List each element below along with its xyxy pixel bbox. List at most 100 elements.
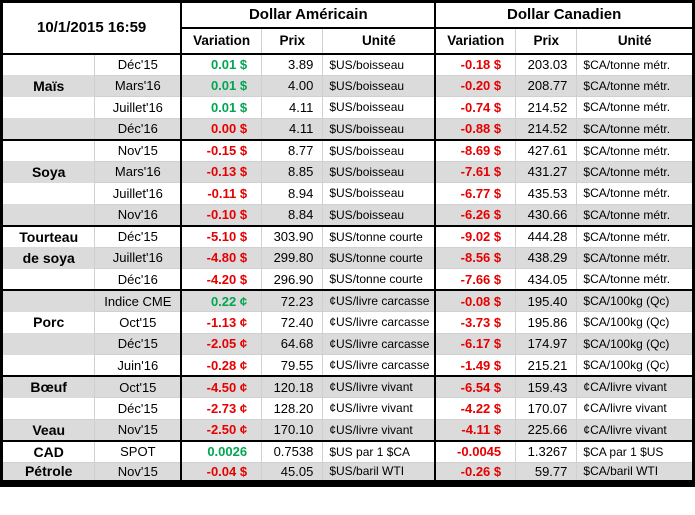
contract-month: Juillet'16 <box>94 182 182 205</box>
price-row: de soya Juillet'16 -4.80 $299.80 $US/tonne … <box>0 246 694 269</box>
price-row: CAD SPOT 0.0026 0.7538 $US par 1 $CA -0.0045 1… <box>0 439 694 463</box>
ca-price-value: 438.29 <box>515 246 578 269</box>
us-unit-label: $US/boisseau <box>322 74 436 97</box>
ca-variation-value: -1.49 $ <box>434 354 517 377</box>
us-unit-label: $US/baril WTI <box>322 461 436 484</box>
commodity-label: Veau <box>0 418 96 441</box>
us-price-value: 0.7538 <box>261 439 324 463</box>
us-price-value: 4.11 <box>261 117 324 140</box>
ca-price-value: 214.52 <box>515 96 578 119</box>
ca-price-value: 203.03 <box>515 52 578 76</box>
us-variation-value: -4.50 ¢ <box>180 375 263 398</box>
us-price-value: 8.84 <box>261 203 324 226</box>
ca-price-value: 431.27 <box>515 160 578 183</box>
us-variation-value: 0.0026 <box>180 439 263 463</box>
us-price-value: 299.80 <box>261 246 324 269</box>
price-row: Veau Nov'15 -2.50 ¢ 170.10 ¢US/livre vivant -… <box>0 418 694 441</box>
contract-month: SPOT <box>94 439 182 463</box>
us-variation-value: 0.01 $ <box>180 52 263 76</box>
ca-variation-column-header: Variation <box>434 27 517 55</box>
contract-month: Nov'15 <box>94 461 182 484</box>
contract-month: Mars'16 <box>94 160 182 183</box>
ca-unit-label: $CA/tonne métr. <box>576 160 694 183</box>
ca-unit-label: $CA/tonne métr. <box>576 138 694 162</box>
ca-unit-label: ¢CA/livre vivant <box>576 375 694 398</box>
ca-price-value: 214.52 <box>515 117 578 140</box>
us-unit-label: $US/tonne courte <box>322 268 436 291</box>
us-variation-value: -2.05 ¢ <box>180 332 263 355</box>
ca-variation-value: -7.66 $ <box>434 268 517 291</box>
us-variation-value: -0.11 $ <box>180 182 263 205</box>
ca-variation-value: -7.61 $ <box>434 160 517 183</box>
contract-month: Nov'15 <box>94 138 182 162</box>
us-unit-label: ¢US/livre carcasse <box>322 289 436 312</box>
us-variation-value: -2.50 ¢ <box>180 418 263 441</box>
commodity-price-table: 10/1/2015 16:59 Dollar Américain Dollar … <box>0 0 695 487</box>
price-row: Tourteau Déc'15 -5.10 $303.90 $US/tonne cou… <box>0 224 694 248</box>
ca-price-value: 435.53 <box>515 182 578 205</box>
us-price-value: 72.40 <box>261 311 324 334</box>
contract-month: Indice CME <box>94 289 182 312</box>
ca-unit-label: $CA par 1 $US <box>576 439 694 463</box>
commodity-label <box>0 333 96 355</box>
price-row: Juillet'16 -0.11 $8.94 $US/boisseau -6.77 $… <box>0 182 694 205</box>
report-timestamp: 10/1/2015 16:59 <box>1 1 182 54</box>
commodity-label <box>0 182 96 205</box>
us-unit-label: $US/boisseau <box>322 182 436 205</box>
commodity-label <box>0 96 96 119</box>
contract-month: Nov'16 <box>94 203 182 226</box>
contract-month: Déc'16 <box>94 268 182 291</box>
us-unit-label: ¢US/livre carcasse <box>322 332 436 355</box>
column-header-row: Variation Prix Unité Variation Prix Unit… <box>2 27 694 55</box>
us-variation-value: -2.73 ¢ <box>180 397 263 420</box>
ca-unit-label: ¢CA/livre vivant <box>576 418 694 441</box>
us-variation-value: -1.13 ¢ <box>180 311 263 334</box>
us-unit-label: $US/boisseau <box>322 160 436 183</box>
us-price-value: 64.68 <box>261 332 324 355</box>
commodity-label: Tourteau <box>0 224 96 248</box>
ca-variation-value: -0.26 $ <box>434 461 517 484</box>
us-price-value: 8.85 <box>261 160 324 183</box>
ca-unit-label: $CA/tonne métr. <box>576 203 694 226</box>
contract-month: Déc'15 <box>94 52 182 76</box>
commodity-label <box>0 354 96 377</box>
ca-unit-label: $CA/100kg (Qc) <box>576 289 694 312</box>
commodity-label <box>0 397 96 420</box>
us-unit-label: ¢US/livre vivant <box>322 418 436 441</box>
ca-variation-value: -0.0045 <box>434 439 517 463</box>
price-row: Soya Mars'16 -0.13 $8.85 $US/boisseau -7.61 … <box>0 160 694 183</box>
price-row: Déc'15 0.01 $3.89 $US/boisseau -0.18 $203.0… <box>0 52 694 76</box>
price-row: Porc Oct'15 -1.13 ¢ 72.40 ¢US/livre carcasse… <box>0 311 694 334</box>
commodity-label <box>0 204 96 226</box>
ca-unit-label: $CA/tonne métr. <box>576 268 694 291</box>
price-row: Maïs Mars'16 0.01 $4.00 $US/boisseau -0.20 $… <box>0 74 694 97</box>
us-unit-label: $US/tonne courte <box>322 224 436 248</box>
ca-variation-value: -4.11 $ <box>434 418 517 441</box>
ca-unit-label: $CA/tonne métr. <box>576 117 694 140</box>
ca-variation-value: -0.74 $ <box>434 96 517 119</box>
commodity-label <box>0 138 96 162</box>
us-variation-value: -4.80 $ <box>180 246 263 269</box>
table-header: 10/1/2015 16:59 Dollar Américain Dollar … <box>1 1 695 55</box>
ca-price-value: 59.77 <box>515 461 578 484</box>
us-price-value: 303.90 <box>261 224 324 248</box>
us-price-column-header: Prix <box>261 27 324 55</box>
ca-price-value: 430.66 <box>515 203 578 226</box>
commodity-label: Soya <box>0 161 96 183</box>
currency-header-row: 10/1/2015 16:59 Dollar Américain Dollar … <box>1 1 695 54</box>
us-price-value: 8.77 <box>261 138 324 162</box>
contract-month: Déc'15 <box>94 332 182 355</box>
ca-variation-value: -6.54 $ <box>434 375 517 398</box>
ca-variation-value: -6.17 $ <box>434 332 517 355</box>
commodity-label <box>0 268 96 291</box>
contract-month: Déc'15 <box>94 224 182 248</box>
ca-price-value: 170.07 <box>515 397 578 420</box>
price-row: Juin'16 -0.28 ¢ 79.55 ¢US/livre carcasse -1.… <box>0 354 694 377</box>
ca-variation-value: -0.08 $ <box>434 289 517 312</box>
us-variation-value: -0.15 $ <box>180 138 263 162</box>
ca-variation-value: -6.77 $ <box>434 182 517 205</box>
us-variation-value: -4.20 $ <box>180 268 263 291</box>
ca-variation-value: -0.20 $ <box>434 74 517 97</box>
ca-price-value: 174.97 <box>515 332 578 355</box>
price-row: Déc'15 -2.05 ¢ 64.68 ¢US/livre carcasse -6.1… <box>0 332 694 355</box>
